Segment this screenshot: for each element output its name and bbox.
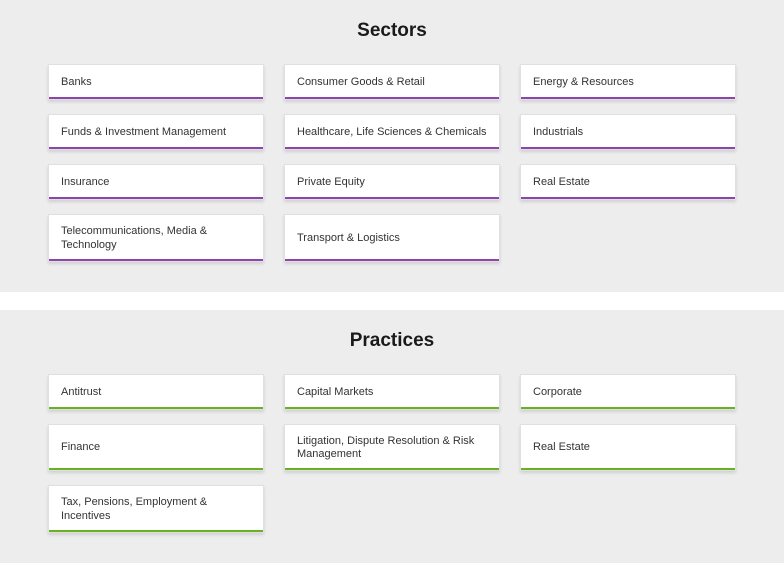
sectors-card-transport-and-logistics[interactable]: Transport & Logistics: [284, 214, 500, 262]
sectors-card-funds-and-investment-management[interactable]: Funds & Investment Management: [48, 114, 264, 150]
card-label: Funds & Investment Management: [61, 126, 226, 140]
card-label: Litigation, Dispute Resolution & Risk Ma…: [297, 435, 487, 463]
card-label: Transport & Logistics: [297, 232, 400, 246]
card-label: Industrials: [533, 126, 583, 140]
card-label: Capital Markets: [297, 386, 373, 400]
section-divider: [0, 292, 784, 310]
sectors-card-insurance[interactable]: Insurance: [48, 164, 264, 200]
card-label: Telecommunications, Media & Technology: [61, 225, 251, 253]
card-label: Insurance: [61, 176, 109, 190]
sectors-card-banks[interactable]: Banks: [48, 64, 264, 100]
practices-card-antitrust[interactable]: Antitrust: [48, 374, 264, 410]
sectors-card-real-estate[interactable]: Real Estate: [520, 164, 736, 200]
card-label: Real Estate: [533, 176, 590, 190]
practices-card-corporate[interactable]: Corporate: [520, 374, 736, 410]
card-label: Healthcare, Life Sciences & Chemicals: [297, 126, 487, 140]
sectors-card-industrials[interactable]: Industrials: [520, 114, 736, 150]
sectors-card-consumer-goods-and-retail[interactable]: Consumer Goods & Retail: [284, 64, 500, 100]
card-label: Corporate: [533, 386, 582, 400]
practices-title: Practices: [48, 330, 736, 352]
card-label: Private Equity: [297, 176, 365, 190]
practices-section: Practices Antitrust Capital Markets Corpora…: [0, 310, 784, 563]
practices-card-tax-pensions-employment-and-incentives[interactable]: Tax, Pensions, Employment & Incentives: [48, 485, 264, 533]
practices-card-finance[interactable]: Finance: [48, 424, 264, 472]
card-label: Energy & Resources: [533, 76, 634, 90]
card-label: Finance: [61, 441, 100, 455]
sectors-grid: Banks Consumer Goods & Retail Energy & Res…: [48, 64, 736, 262]
sectors-card-energy-and-resources[interactable]: Energy & Resources: [520, 64, 736, 100]
card-label: Tax, Pensions, Employment & Incentives: [61, 496, 251, 524]
card-label: Banks: [61, 76, 92, 90]
card-label: Consumer Goods & Retail: [297, 76, 425, 90]
practices-card-real-estate[interactable]: Real Estate: [520, 424, 736, 472]
sectors-card-private-equity[interactable]: Private Equity: [284, 164, 500, 200]
sectors-card-healthcare-life-sciences-and-chemicals[interactable]: Healthcare, Life Sciences & Chemicals: [284, 114, 500, 150]
practices-card-litigation-dispute-resolution-and-risk-management[interactable]: Litigation, Dispute Resolution & Risk Ma…: [284, 424, 500, 472]
sectors-title: Sectors: [48, 20, 736, 42]
practices-card-capital-markets[interactable]: Capital Markets: [284, 374, 500, 410]
card-label: Antitrust: [61, 386, 101, 400]
practices-grid: Antitrust Capital Markets Corporate Finance…: [48, 374, 736, 533]
sectors-section: Sectors Banks Consumer Goods & Retail Energ…: [0, 0, 784, 292]
sectors-card-telecommunications-media-and-technology[interactable]: Telecommunications, Media & Technology: [48, 214, 264, 262]
card-label: Real Estate: [533, 441, 590, 455]
